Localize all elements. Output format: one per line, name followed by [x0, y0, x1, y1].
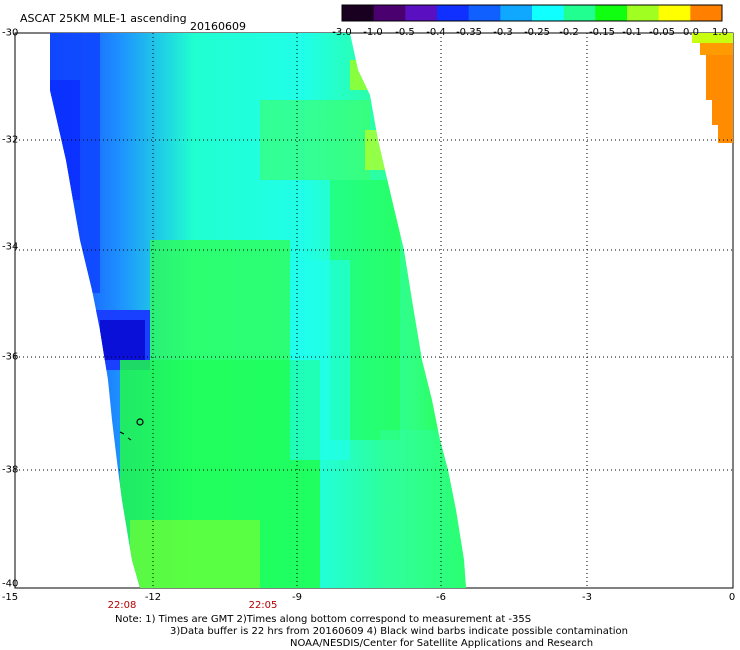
colorbar-segment: [437, 5, 470, 21]
colorbar-segment: [468, 5, 501, 21]
colorbar-border: [341, 4, 723, 22]
note-line-3: NOAA/NESDIS/Center for Satellite Applica…: [290, 638, 594, 649]
colorbar-label: 0.0: [683, 27, 699, 38]
lon-label: -3: [582, 592, 592, 603]
colorbar-segment: [532, 5, 565, 21]
colorbar-segment: [500, 5, 533, 21]
lon-label: 0: [728, 592, 736, 603]
warm-patch: [692, 33, 733, 143]
lon-label: -15: [1, 592, 19, 603]
colorbar-label: -0.3: [493, 27, 513, 38]
colorbar-label: -0.35: [456, 27, 482, 38]
colorbar-label: -0.2: [559, 27, 579, 38]
colorbar-label: -1.0: [363, 27, 383, 38]
colorbar-label: -3.0: [332, 27, 352, 38]
wind-barb: [127, 437, 132, 441]
colorbar-segment: [373, 5, 406, 21]
colorbar-segment: [405, 5, 438, 21]
map-title: ASCAT 25KM MLE-1 ascending: [20, 12, 187, 25]
note-line-1: Note: 1) Times are GMT 2)Times along bot…: [115, 614, 532, 625]
lon-label: -6: [436, 592, 446, 603]
colorbar-segment: [342, 5, 375, 21]
time-label: 22:05: [248, 600, 278, 611]
colorbar-label: -0.05: [649, 27, 675, 38]
time-label: 22:08: [107, 600, 137, 611]
colorbar-segment: [595, 5, 628, 21]
lat-label: -30: [2, 27, 19, 39]
grid-lines: [15, 33, 733, 588]
colorbar-label: 1.0: [712, 27, 728, 38]
colorbar-segment: [563, 5, 596, 21]
colorbar-label: -0.15: [589, 27, 615, 38]
colorbar-segment: [627, 5, 660, 21]
lat-label: -40: [2, 578, 19, 590]
contamination-marker: [136, 418, 144, 426]
lon-label: -12: [144, 592, 162, 603]
colorbar-label: -0.1: [622, 27, 642, 38]
map-date: 20160609: [190, 20, 246, 33]
lat-label: -38: [2, 464, 19, 476]
lat-label: -32: [2, 134, 19, 146]
colorbar-segment: [658, 5, 691, 21]
lat-label: -34: [2, 241, 19, 253]
wind-barb: [119, 431, 125, 435]
colorbar-label: -0.4: [426, 27, 446, 38]
note-line-2: 3)Data buffer is 22 hrs from 20160609 4)…: [170, 626, 628, 637]
colorbar-label: -0.5: [395, 27, 415, 38]
colorbar-segment: [690, 5, 723, 21]
lat-label: -36: [2, 351, 19, 363]
colorbar-label: -0.25: [524, 27, 550, 38]
lon-label: -9: [292, 592, 302, 603]
colorbar: [341, 4, 723, 22]
